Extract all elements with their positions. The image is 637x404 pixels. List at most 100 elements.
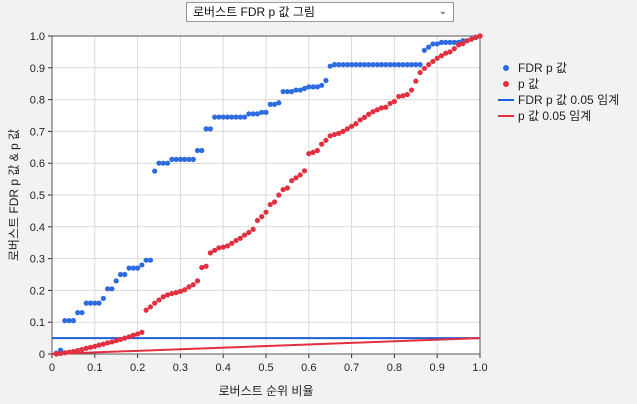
fdr-point: [434, 41, 440, 47]
fdr-point: [344, 62, 350, 68]
fdr-point: [297, 87, 303, 93]
p-point: [413, 78, 419, 84]
fdr-point: [374, 62, 380, 68]
fdr-point: [160, 160, 166, 166]
p-point: [438, 53, 445, 59]
p-point: [53, 351, 59, 357]
p-point: [117, 336, 124, 342]
p-point: [331, 131, 338, 138]
p-point: [464, 38, 470, 44]
p-point: [220, 244, 226, 250]
fdr-point: [349, 62, 355, 68]
p-point: [404, 91, 410, 98]
p-point: [242, 232, 248, 238]
p-point: [306, 151, 312, 157]
p-point: [96, 342, 102, 348]
x-tick-label: 0.6: [301, 362, 316, 374]
p-point: [276, 192, 282, 198]
p-point: [263, 209, 269, 215]
p-point: [293, 175, 299, 181]
p-point: [259, 214, 265, 220]
fdr-point: [438, 39, 445, 45]
fdr-point: [220, 114, 226, 120]
p-point: [370, 109, 376, 115]
fdr-point: [212, 114, 218, 120]
p-point: [135, 331, 141, 337]
fdr-point: [135, 265, 141, 271]
p-point: [216, 245, 222, 251]
p-point: [66, 349, 72, 355]
plot-type-dropdown[interactable]: 로버스트 FDR p 값 그림 ⌄: [186, 2, 454, 22]
x-tick-label: 1.0: [472, 362, 487, 374]
fdr-point: [357, 62, 363, 68]
fdr-point: [70, 318, 76, 324]
x-tick-label: 0.1: [87, 362, 102, 374]
p-point: [378, 105, 385, 111]
fdr-point: [246, 111, 252, 117]
p-point: [57, 350, 64, 356]
chevron-down-icon: ⌄: [438, 6, 447, 17]
p-point: [182, 287, 188, 293]
p-point: [194, 278, 201, 284]
fdr-point: [156, 160, 162, 166]
y-tick-label: 0.6: [30, 158, 45, 170]
p-point: [400, 93, 406, 99]
fdr-point: [207, 126, 213, 132]
p-point: [271, 199, 278, 205]
p-point: [340, 128, 346, 134]
p-point: [417, 69, 423, 76]
legend-p-label: p 값: [518, 77, 539, 91]
fdr-point: [105, 286, 111, 292]
p-point: [246, 229, 252, 236]
fdr-point: [271, 101, 278, 107]
y-axis-title: 로버스트 FDR p 값 & p 값: [7, 129, 21, 261]
fdr-point: [66, 318, 72, 324]
fdr-point: [263, 109, 269, 115]
p-point: [361, 114, 368, 121]
p-point: [267, 201, 273, 208]
fdr-point: [361, 62, 368, 68]
p-point: [152, 300, 158, 306]
fdr-point: [250, 111, 256, 117]
legend-fdr-label: FDR p 값: [518, 61, 567, 75]
fdr-point: [96, 300, 102, 306]
fdr-point: [79, 310, 85, 316]
fdr-point: [400, 62, 406, 68]
p-point: [289, 178, 295, 184]
fdr-point: [417, 62, 423, 68]
fdr-point: [310, 84, 316, 90]
p-point: [336, 130, 342, 136]
fdr-point: [396, 62, 402, 68]
p-point: [447, 49, 453, 55]
p-point: [229, 240, 235, 246]
p-point: [173, 290, 179, 296]
fdr-point: [276, 100, 282, 106]
p-point: [109, 339, 115, 345]
fdr-point: [327, 63, 333, 69]
y-tick-label: 0.5: [30, 190, 45, 202]
p-point: [122, 335, 128, 341]
p-point: [451, 46, 457, 52]
x-tick-label: 0.3: [173, 362, 188, 374]
fdr-point: [413, 62, 419, 68]
p-point: [207, 250, 213, 256]
p-point: [224, 243, 231, 249]
x-tick-label: 0.5: [258, 362, 273, 374]
x-axis-title: 로버스트 순위 비율: [219, 384, 314, 398]
p-point: [443, 50, 449, 56]
fdr-point: [194, 147, 201, 154]
p-point: [477, 33, 483, 39]
fdr-point: [267, 101, 273, 107]
p-point: [177, 288, 183, 294]
legend-fdr-threshold-label: FDR p 값 0.05 임계: [518, 93, 619, 107]
p-point: [353, 121, 359, 127]
x-tick-label: 0.8: [387, 362, 402, 374]
fdr-point: [186, 156, 192, 162]
fdr-point: [323, 77, 329, 84]
fdr-point: [100, 295, 106, 301]
y-tick-label: 0.3: [30, 254, 45, 266]
p-point: [169, 290, 175, 297]
p-point: [456, 42, 462, 48]
p-point: [203, 263, 209, 269]
fdr-point: [92, 300, 98, 306]
